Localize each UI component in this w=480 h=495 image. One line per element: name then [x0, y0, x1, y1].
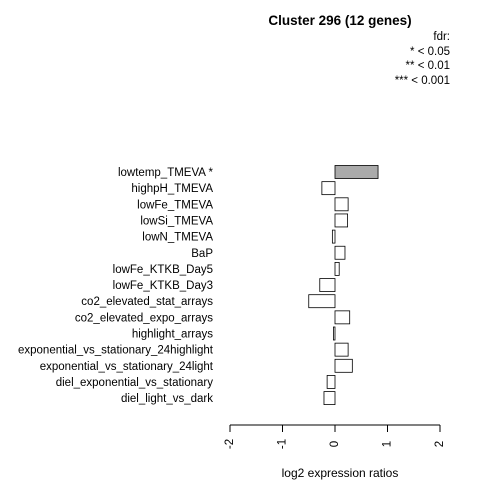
category-label-3: lowSi_TMEVA: [140, 215, 213, 227]
legend-entry-3: *** < 0.001: [394, 74, 450, 87]
category-label-7: lowFe_KTKB_Day3: [113, 280, 213, 292]
bar-13: [326, 375, 336, 389]
bar-10: [333, 326, 336, 341]
category-label-6: lowFe_KTKB_Day5: [113, 264, 213, 276]
category-label-12: exponential_vs_stationary_24light: [40, 361, 214, 373]
category-label-5: BaP: [191, 248, 213, 260]
category-label-4: lowN_TMEVA: [142, 232, 213, 244]
bar-7: [319, 278, 336, 292]
bar-4: [331, 229, 336, 244]
category-label-2: lowFe_TMEVA: [137, 199, 213, 211]
category-label-11: exponential_vs_stationary_24highlight: [18, 345, 214, 357]
legend-entry-2: ** < 0.01: [405, 60, 450, 72]
x-tick-label-1: -1: [277, 439, 289, 449]
bar-8: [308, 294, 336, 309]
legend-entry-1: * < 0.05: [410, 45, 450, 58]
bar-1: [321, 181, 336, 196]
x-tick-label-0: -2: [224, 439, 236, 449]
category-label-8: co2_elevated_stat_arrays: [81, 296, 213, 308]
bar-2: [334, 197, 349, 212]
bar-14: [323, 391, 336, 406]
chart-title: Cluster 296 (12 genes): [268, 13, 412, 28]
bar-12: [334, 358, 353, 373]
x-tick-label-3: 1: [382, 441, 394, 447]
bar-9: [334, 310, 351, 325]
category-label-13: diel_exponential_vs_stationary: [56, 377, 214, 389]
legend-title: fdr:: [433, 31, 450, 43]
category-label-0: lowtemp_TMEVA *: [118, 167, 214, 179]
bar-0: [334, 165, 379, 179]
bar-11: [334, 342, 349, 357]
category-label-10: highlight_arrays: [132, 329, 213, 341]
category-label-1: highpH_TMEVA: [131, 183, 213, 195]
x-axis-label: log2 expression ratios: [281, 466, 399, 480]
category-label-9: co2_elevated_expo_arrays: [75, 312, 213, 324]
bar-6: [334, 261, 340, 276]
x-tick-label-4: 2: [434, 441, 446, 447]
bar-5: [334, 245, 346, 260]
bar-3: [334, 213, 349, 228]
category-label-14: diel_light_vs_dark: [121, 393, 213, 405]
fdr-legend: fdr: * < 0.05 ** < 0.01 *** < 0.001: [395, 30, 450, 88]
x-tick-label-2: 0: [329, 441, 341, 447]
